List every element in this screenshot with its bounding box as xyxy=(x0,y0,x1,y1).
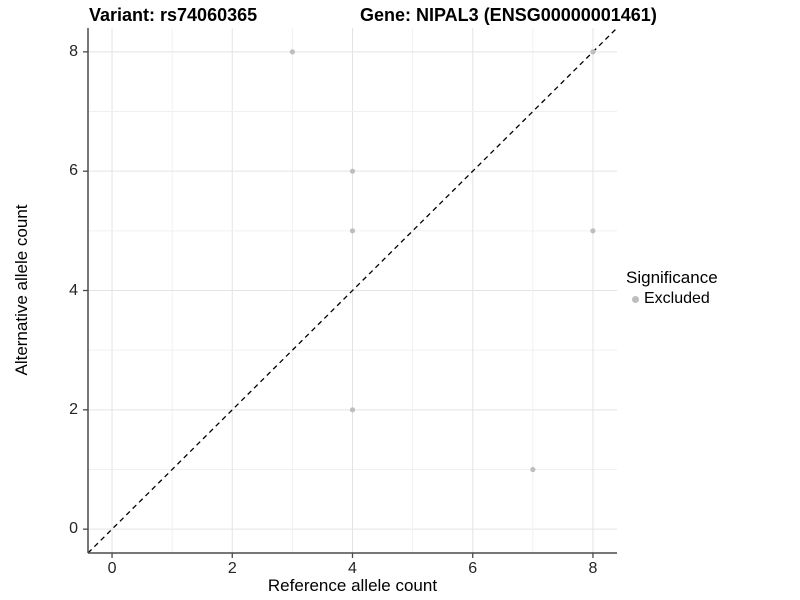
data-point xyxy=(590,49,596,55)
y-tick-label: 8 xyxy=(69,42,78,60)
dot-icon xyxy=(632,295,639,303)
x-tick-label: 2 xyxy=(227,560,237,577)
y-tick-label: 2 xyxy=(69,400,78,418)
identity-line xyxy=(87,27,618,554)
data-point xyxy=(289,49,295,55)
data-point xyxy=(349,407,356,413)
y-tick-label: 0 xyxy=(69,520,78,538)
axes-group xyxy=(83,28,617,558)
x-tick-label: 4 xyxy=(348,560,357,577)
x-tick-label: 0 xyxy=(107,560,117,577)
data-point xyxy=(349,228,356,234)
x-axis-title: Reference allele count xyxy=(267,576,438,595)
legend: Significance Excluded xyxy=(626,268,718,308)
identity-line-group xyxy=(87,27,618,554)
y-tick-label: 6 xyxy=(69,162,78,180)
legend-item-excluded: Excluded xyxy=(626,290,718,308)
plot-title-variant: Variant: rs74060365 xyxy=(89,5,258,25)
y-axis-title: Alternative allele count xyxy=(12,204,31,376)
x-tick-label: 8 xyxy=(588,560,598,577)
y-tick-label: 4 xyxy=(69,281,78,299)
legend-title: Significance xyxy=(626,268,718,287)
data-point xyxy=(590,228,596,234)
plot-title-gene: Gene: NIPAL3 (ENSG00000001461) xyxy=(360,5,657,25)
legend-item-label: Excluded xyxy=(644,290,710,307)
data-point xyxy=(349,168,356,174)
x-tick-label: 6 xyxy=(468,560,478,577)
data-points-group xyxy=(289,49,596,473)
data-point xyxy=(530,466,536,473)
